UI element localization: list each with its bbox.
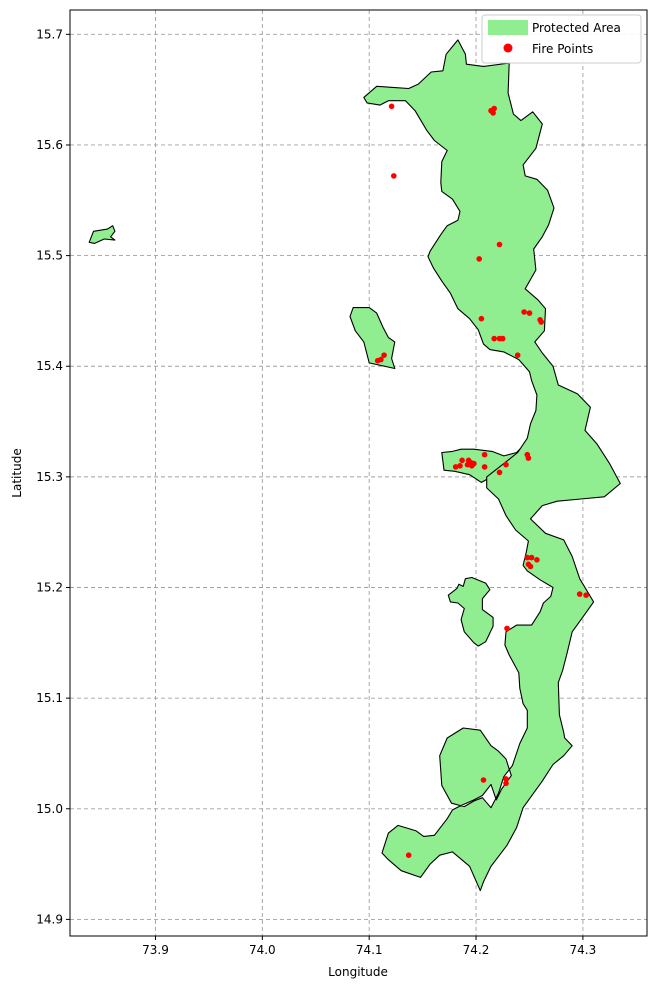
legend-swatch-protected-area [488, 20, 528, 35]
fire-point [503, 461, 509, 468]
fire-point [476, 256, 483, 262]
fire-point [388, 103, 395, 110]
y-tick-label: 14.9 [36, 912, 63, 926]
fire-point [534, 557, 540, 563]
fire-point [528, 554, 535, 561]
x-axis-title: Longitude [328, 965, 388, 979]
fire-point [499, 335, 506, 342]
protected-area-layer [88, 39, 621, 892]
fire-points-layer [374, 103, 589, 858]
fire-point [490, 110, 496, 116]
fire-point [496, 241, 503, 248]
legend-label-protected-area: Protected Area [532, 21, 621, 35]
fire-point [504, 625, 510, 632]
fire-point [576, 591, 583, 597]
fire-point [491, 335, 498, 342]
protected-area-polygon [363, 39, 621, 892]
fire-point [496, 469, 503, 476]
y-tick-label: 15.6 [36, 138, 63, 152]
fire-point [524, 554, 531, 561]
x-tick-label: 73.9 [142, 943, 169, 957]
fire-point [405, 852, 412, 858]
y-tick-label: 15.3 [36, 470, 63, 484]
y-tick-label: 15.4 [36, 359, 63, 373]
fire-point [469, 463, 475, 469]
x-tick-label: 74.3 [570, 943, 597, 957]
protected-area-polygon [88, 225, 116, 244]
plot-frame [69, 9, 648, 937]
fire-point [374, 357, 381, 364]
fire-point [481, 464, 488, 470]
y-tick-label: 15.5 [36, 249, 63, 263]
fire-point [583, 592, 589, 598]
x-tick-label: 74.1 [356, 943, 383, 957]
legend: Protected Area Fire Points [481, 14, 642, 64]
fire-point [457, 463, 463, 469]
y-tick-label: 15.2 [36, 581, 63, 595]
fire-point [391, 173, 397, 179]
protected-area-polygon [447, 576, 494, 647]
fire-point [525, 455, 532, 461]
fire-point [464, 461, 471, 468]
fire-point [480, 777, 487, 783]
y-tick-label: 15.0 [36, 802, 63, 816]
x-tick-label: 74.2 [463, 943, 490, 957]
fire-point [527, 563, 534, 570]
fire-point [503, 780, 509, 787]
legend-marker-fire-points [503, 43, 513, 53]
fire-point [514, 352, 521, 359]
fire-point [491, 105, 498, 112]
y-tick-label: 15.7 [36, 27, 63, 41]
fire-point [503, 776, 509, 782]
axis-ticks: 73.9 74.0 74.1 74.2 74.3 14.9 15.0 15.1 15.2 15.3… [36, 27, 596, 957]
fire-point [452, 464, 459, 470]
legend-label-fire-points: Fire Points [532, 42, 593, 56]
y-axis-title: Latitude [10, 448, 24, 497]
fire-point [521, 309, 527, 315]
y-tick-label: 15.1 [36, 691, 63, 705]
fire-point [381, 352, 387, 359]
fire-point [526, 310, 533, 316]
fire-point [459, 457, 465, 464]
fire-point [481, 451, 488, 458]
fire-point [538, 319, 544, 325]
x-tick-label: 74.0 [249, 943, 276, 957]
fire-point [478, 315, 485, 322]
